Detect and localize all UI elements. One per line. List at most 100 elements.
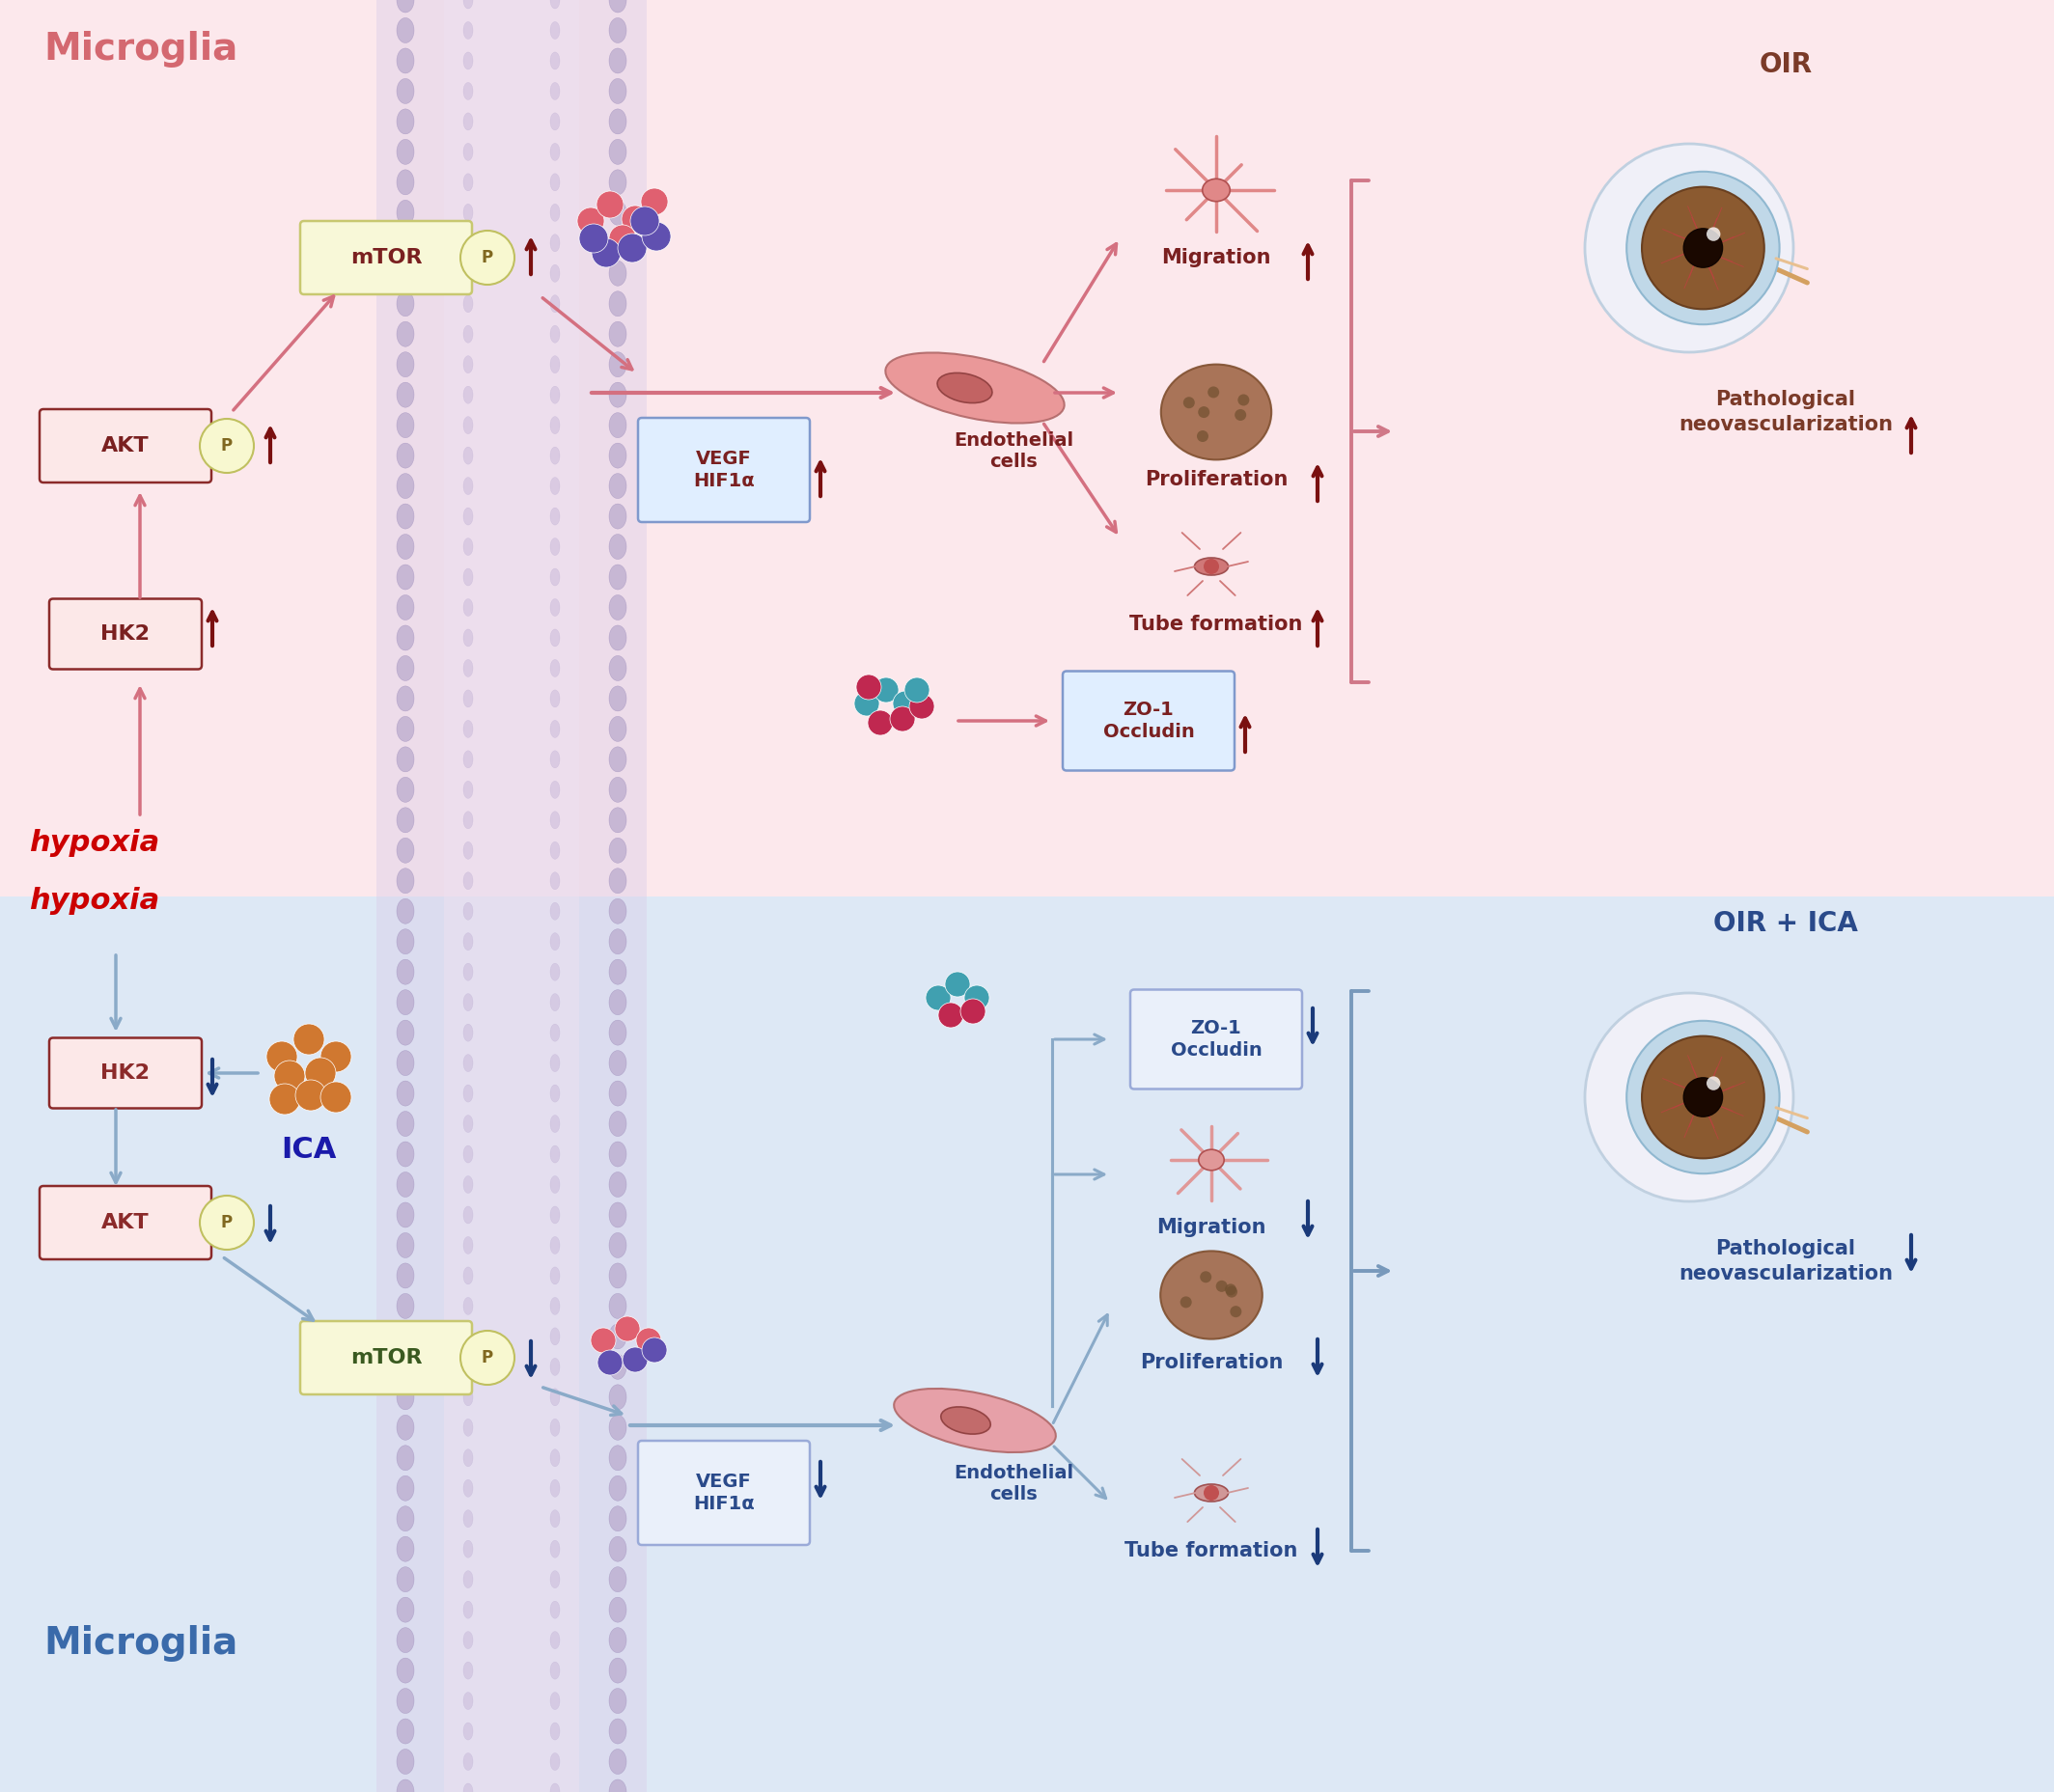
Ellipse shape — [610, 1749, 626, 1774]
Ellipse shape — [396, 1477, 415, 1502]
Ellipse shape — [610, 170, 626, 195]
Ellipse shape — [464, 781, 472, 799]
Circle shape — [963, 986, 990, 1011]
Ellipse shape — [550, 842, 561, 858]
Text: OIR: OIR — [1758, 52, 1812, 79]
Ellipse shape — [610, 1627, 626, 1652]
Ellipse shape — [1586, 993, 1793, 1201]
Circle shape — [926, 986, 951, 1011]
Ellipse shape — [550, 1631, 561, 1649]
Ellipse shape — [396, 1597, 415, 1622]
Circle shape — [1197, 407, 1210, 418]
Ellipse shape — [464, 143, 472, 161]
Ellipse shape — [550, 1176, 561, 1193]
Ellipse shape — [464, 507, 472, 525]
Ellipse shape — [610, 109, 626, 134]
Circle shape — [596, 192, 624, 219]
Text: Microglia: Microglia — [43, 30, 238, 68]
Ellipse shape — [550, 568, 561, 586]
FancyBboxPatch shape — [39, 409, 212, 482]
Ellipse shape — [396, 898, 415, 923]
Circle shape — [904, 677, 930, 702]
Ellipse shape — [464, 1084, 472, 1102]
Ellipse shape — [610, 79, 626, 104]
Ellipse shape — [396, 1658, 415, 1683]
Circle shape — [641, 1337, 668, 1362]
Ellipse shape — [464, 1419, 472, 1435]
Circle shape — [1641, 1036, 1764, 1158]
Ellipse shape — [396, 595, 415, 620]
Ellipse shape — [610, 1446, 626, 1471]
Ellipse shape — [610, 839, 626, 864]
Ellipse shape — [610, 1385, 626, 1410]
Ellipse shape — [937, 373, 992, 403]
Circle shape — [618, 233, 647, 262]
Ellipse shape — [464, 1267, 472, 1285]
Circle shape — [460, 231, 514, 285]
Ellipse shape — [396, 473, 415, 498]
Ellipse shape — [610, 504, 626, 529]
Ellipse shape — [464, 1206, 472, 1224]
Text: P: P — [481, 249, 493, 267]
Ellipse shape — [550, 781, 561, 799]
Ellipse shape — [550, 903, 561, 919]
Ellipse shape — [396, 1749, 415, 1774]
Ellipse shape — [550, 235, 561, 251]
Circle shape — [889, 706, 914, 731]
Ellipse shape — [464, 1572, 472, 1588]
Ellipse shape — [396, 18, 415, 43]
Circle shape — [1226, 1287, 1237, 1297]
Ellipse shape — [396, 1294, 415, 1319]
Ellipse shape — [396, 1324, 415, 1349]
Ellipse shape — [610, 869, 626, 894]
Ellipse shape — [396, 1355, 415, 1380]
Ellipse shape — [610, 382, 626, 407]
Ellipse shape — [464, 720, 472, 738]
Bar — [0, 0, 2054, 896]
Ellipse shape — [550, 1480, 561, 1496]
Text: Proliferation: Proliferation — [1140, 1353, 1284, 1373]
Ellipse shape — [464, 993, 472, 1011]
Ellipse shape — [464, 1692, 472, 1710]
Ellipse shape — [396, 1627, 415, 1652]
Ellipse shape — [550, 1419, 561, 1435]
FancyBboxPatch shape — [1062, 672, 1234, 771]
Ellipse shape — [610, 290, 626, 315]
Text: P: P — [222, 1213, 232, 1231]
Ellipse shape — [396, 1566, 415, 1591]
Ellipse shape — [396, 778, 415, 803]
Ellipse shape — [396, 839, 415, 864]
Ellipse shape — [464, 1722, 472, 1740]
Ellipse shape — [464, 52, 472, 70]
Ellipse shape — [396, 747, 415, 772]
Circle shape — [1183, 396, 1195, 409]
Ellipse shape — [464, 82, 472, 100]
Text: Tube formation: Tube formation — [1126, 1541, 1298, 1561]
Text: Endothelial
cells: Endothelial cells — [953, 1464, 1074, 1503]
Ellipse shape — [610, 1566, 626, 1591]
Text: Tube formation: Tube formation — [1130, 615, 1302, 634]
Ellipse shape — [396, 1202, 415, 1228]
Bar — [444, 0, 579, 1792]
Ellipse shape — [610, 898, 626, 923]
Circle shape — [1204, 1486, 1220, 1500]
Ellipse shape — [885, 353, 1064, 423]
Ellipse shape — [550, 477, 561, 495]
Circle shape — [910, 694, 935, 719]
Ellipse shape — [396, 1081, 415, 1106]
Text: Migration: Migration — [1156, 1219, 1265, 1236]
Circle shape — [296, 1081, 327, 1111]
Ellipse shape — [396, 231, 415, 256]
Ellipse shape — [464, 477, 472, 495]
Ellipse shape — [396, 504, 415, 529]
Ellipse shape — [941, 1407, 990, 1434]
FancyBboxPatch shape — [639, 1441, 809, 1545]
Text: AKT: AKT — [101, 1213, 150, 1233]
Circle shape — [592, 238, 620, 267]
Circle shape — [1197, 430, 1208, 443]
Circle shape — [592, 1328, 616, 1353]
Bar — [0, 896, 2054, 1792]
Ellipse shape — [610, 686, 626, 711]
Ellipse shape — [610, 1324, 626, 1349]
Ellipse shape — [550, 629, 561, 647]
